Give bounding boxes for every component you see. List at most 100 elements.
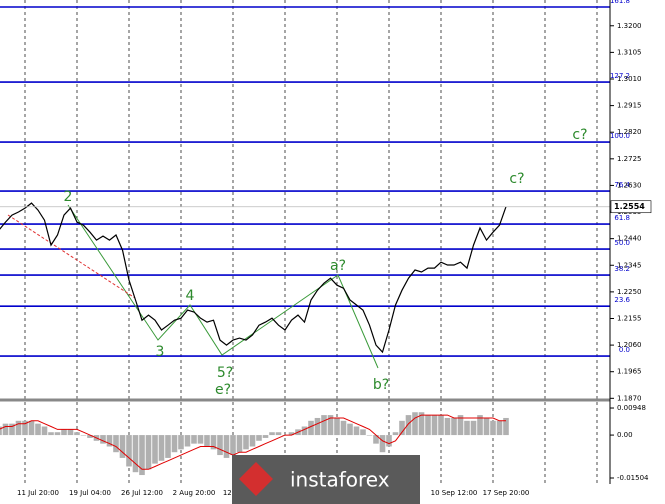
fib-label: 61.8 — [614, 214, 630, 222]
osc-bar — [360, 429, 366, 436]
x-tick-label: 11 Jul 20:00 — [17, 489, 59, 497]
osc-bar — [249, 435, 256, 447]
fib-label: 50.0 — [614, 239, 630, 247]
wave-label: c? — [509, 171, 524, 187]
osc-bar — [9, 423, 15, 436]
y-tick-label: 1.2345 — [617, 261, 642, 269]
osc-bar — [67, 429, 74, 436]
osc-tick-label: 0.00 — [617, 431, 633, 439]
osc-bar — [2, 423, 9, 436]
wave-line — [67, 204, 379, 369]
y-tick-label: 1.2250 — [617, 288, 642, 296]
wave-label: a? — [330, 258, 346, 274]
fib-label: 161.8 — [610, 0, 630, 5]
osc-bar — [340, 420, 347, 436]
osc-bar — [399, 420, 405, 436]
osc-bar — [275, 432, 282, 436]
osc-bar — [87, 435, 93, 438]
osc-bar — [490, 420, 496, 436]
osc-bar — [256, 435, 262, 441]
osc-bar — [405, 415, 412, 436]
wave-label: c? — [572, 127, 587, 143]
x-tick-label: 19 Jul 04:00 — [69, 489, 111, 497]
osc-bar — [80, 435, 87, 436]
osc-bar — [353, 426, 360, 436]
osc-bar — [54, 432, 61, 436]
wave-label: 5? — [217, 365, 233, 381]
y-tick-label: 1.3105 — [617, 48, 642, 56]
osc-tick-label: -0.01504 — [617, 474, 649, 482]
price-line — [0, 202, 507, 354]
osc-bar — [171, 435, 178, 453]
osc-bar — [301, 426, 308, 436]
osc-bar — [347, 423, 353, 436]
last-price-label: 1.2554 — [614, 202, 645, 211]
osc-bar — [418, 412, 425, 436]
x-tick-label: 17 Sep 20:00 — [483, 489, 530, 497]
osc-bar — [379, 435, 386, 453]
osc-tick-label: 0.00948 — [617, 404, 646, 412]
osc-bar — [457, 415, 464, 436]
y-tick-label: 1.2155 — [617, 314, 642, 322]
osc-bar — [496, 420, 503, 436]
fib-label: 0.0 — [619, 346, 630, 354]
osc-signal — [0, 414, 506, 470]
osc-bar — [22, 420, 28, 436]
y-tick-label: 1.2440 — [617, 235, 642, 243]
y-tick-label: 1.1965 — [617, 368, 642, 376]
last-price-box — [610, 200, 652, 214]
osc-bar — [126, 435, 132, 467]
fib-label: 76.4 — [614, 181, 630, 189]
x-tick-label: 26 Jul 12:00 — [121, 489, 163, 497]
y-tick-label: 1.2725 — [617, 155, 642, 163]
osc-bar — [373, 435, 379, 444]
y-tick-label: 1.2630 — [617, 181, 642, 189]
osc-bar — [230, 435, 236, 456]
fib-label: 100.0 — [610, 132, 630, 140]
osc-bar — [191, 435, 197, 444]
y-tick-label: 1.1870 — [617, 394, 642, 402]
wave-label: b? — [373, 377, 389, 393]
x-tick-label: 10 Sep 12:00 — [431, 489, 478, 497]
osc-bar — [243, 435, 249, 450]
osc-bar — [392, 432, 399, 436]
fib-label: 38.2 — [614, 265, 630, 273]
osc-bar — [438, 415, 444, 436]
osc-bar — [334, 417, 340, 436]
y-tick-label: 1.2820 — [617, 128, 642, 136]
fib-label: 23.6 — [614, 296, 630, 304]
watermark-icon — [239, 462, 273, 496]
osc-bar — [503, 417, 509, 436]
osc-bar — [74, 432, 80, 436]
y-tick-label: 1.2060 — [617, 341, 642, 349]
osc-bar — [366, 435, 373, 436]
osc-bar — [210, 435, 217, 450]
axes: 1.3200 1.3105 1.3010 1.2915 1.2820 1.2725 1.26… — [17, 22, 652, 497]
y-tick-label: 1.3010 — [617, 75, 642, 83]
osc-bar — [145, 435, 152, 470]
y-tick-label: 1.2915 — [617, 102, 642, 110]
osc-bar — [100, 435, 106, 444]
y-tick-label: 1.3200 — [617, 22, 642, 30]
osc-bar — [139, 435, 145, 476]
osc-bar — [217, 435, 223, 456]
osc-bar — [106, 435, 113, 447]
osc-bar — [15, 420, 22, 436]
osc-bar — [184, 435, 191, 447]
x-tick-label: 2 Aug 20:00 — [173, 489, 216, 497]
osc-bar — [204, 435, 210, 447]
grid — [24, 0, 598, 484]
fib-levels: 161.8 127.2 100.0 76.4 61.8 50.0 38.2 23.6 0.0 — [0, 0, 631, 357]
osc-bar — [236, 435, 243, 453]
wave-label: 2 — [64, 189, 73, 205]
osc-bar — [262, 435, 269, 438]
wave-label: e? — [215, 382, 231, 398]
osc-bar — [197, 435, 204, 444]
osc-bar — [223, 435, 230, 458]
osc-bar — [314, 417, 321, 436]
osc-bar — [444, 417, 451, 436]
osc-bar — [165, 435, 171, 458]
wave-channel — [7, 214, 136, 299]
osc-bar — [119, 435, 126, 458]
